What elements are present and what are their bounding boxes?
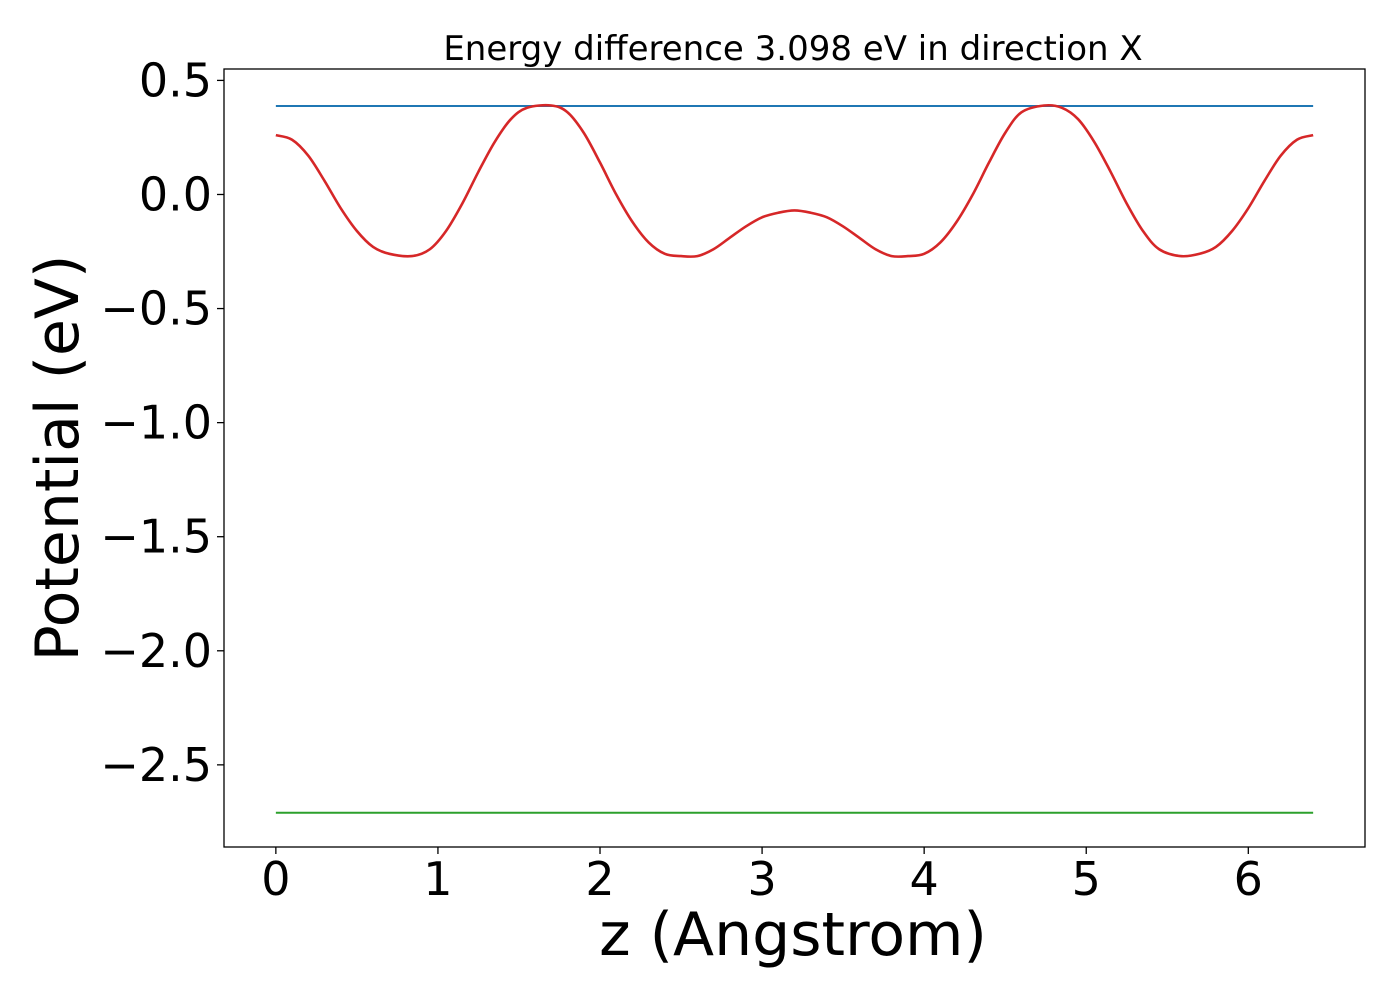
- y-tick-label: 0.0: [139, 167, 212, 221]
- x-axis: 0 1 2 3 4 5 6: [261, 847, 1263, 906]
- y-tick-label: −1.5: [100, 510, 212, 564]
- y-axis-label: Potential (eV): [23, 255, 93, 662]
- x-tick-label: 6: [1234, 852, 1263, 906]
- y-tick-label: −2.0: [100, 624, 212, 678]
- x-tick-label: 3: [747, 852, 776, 906]
- series-line-3: [275, 103, 1314, 258]
- plot-area: [275, 103, 1314, 814]
- y-tick-label: −0.5: [100, 282, 212, 336]
- y-tick-label: −2.5: [100, 738, 212, 792]
- y-tick-label: −1.0: [100, 396, 212, 450]
- x-tick-label: 5: [1072, 852, 1101, 906]
- y-axis: 0.5 0.0 −0.5 −1.0 −1.5 −2.0 −2.5: [100, 53, 224, 792]
- x-tick-label: 2: [585, 852, 614, 906]
- x-tick-label: 1: [423, 852, 452, 906]
- x-tick-label: 4: [910, 852, 939, 906]
- x-axis-label: z (Angstrom): [599, 900, 987, 970]
- chart-title: Energy difference 3.098 eV in direction …: [443, 29, 1142, 69]
- x-tick-label: 0: [261, 852, 290, 906]
- y-tick-label: 0.5: [139, 53, 212, 107]
- axes-frame: [223, 68, 1366, 848]
